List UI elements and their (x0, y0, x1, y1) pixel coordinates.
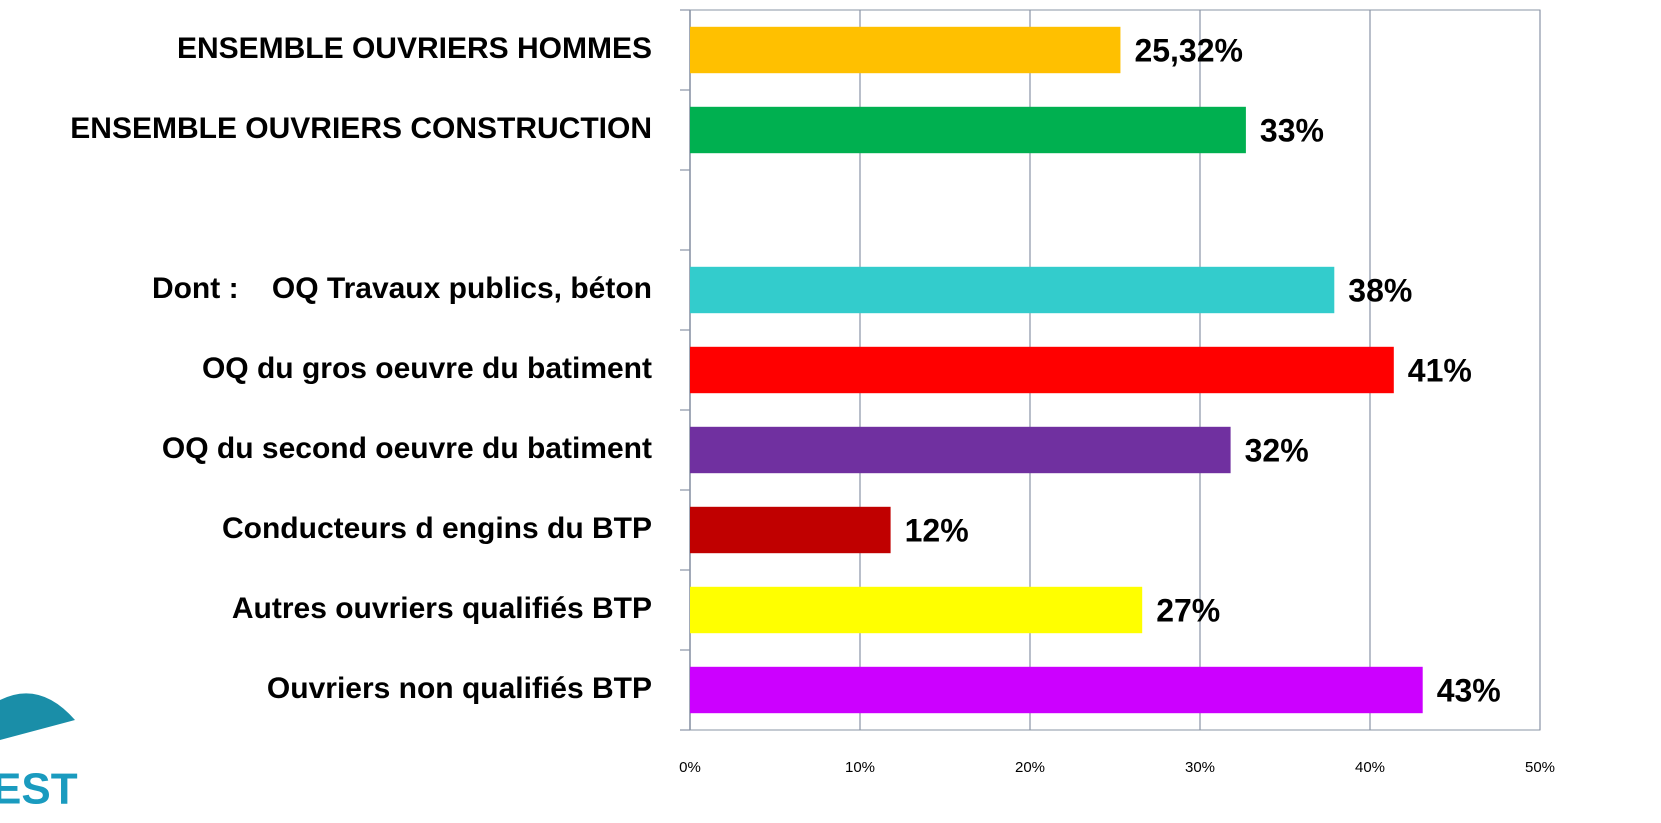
data-label: 32% (1245, 432, 1309, 468)
data-label: 41% (1408, 352, 1472, 388)
data-label: 12% (905, 512, 969, 548)
x-tick-label: 20% (1015, 759, 1045, 776)
y-tick-label: Conducteurs d engins du BTP (222, 512, 652, 545)
bar (690, 586, 1143, 634)
x-tick-label: 30% (1185, 759, 1215, 776)
data-label: 33% (1260, 112, 1324, 148)
x-tick-label: 10% (845, 759, 875, 776)
logo-text: EST (0, 765, 78, 814)
y-tick-label: ENSEMBLE OUVRIERS HOMMES (177, 32, 652, 65)
bar (690, 106, 1246, 154)
y-tick-label: Dont : OQ Travaux publics, béton (152, 272, 652, 305)
bar (690, 346, 1394, 394)
data-label: 43% (1437, 672, 1501, 708)
y-tick-label: Autres ouvriers qualifiés BTP (232, 592, 652, 625)
data-label: 25,32% (1134, 32, 1243, 68)
bar (690, 266, 1335, 314)
bar (690, 506, 891, 554)
data-label: 38% (1348, 272, 1412, 308)
x-tick-label: 50% (1525, 759, 1555, 776)
bar (690, 26, 1121, 74)
x-tick-label: 0% (679, 759, 701, 776)
y-tick-label: Ouvriers non qualifiés BTP (267, 672, 652, 705)
bar (690, 666, 1423, 714)
bar (690, 426, 1231, 474)
x-tick-label: 40% (1355, 759, 1385, 776)
logo-shape (0, 693, 75, 740)
y-tick-label: OQ du gros oeuvre du batiment (202, 352, 652, 385)
data-label: 27% (1156, 592, 1220, 628)
y-tick-label: ENSEMBLE OUVRIERS CONSTRUCTION (70, 112, 652, 145)
y-tick-label: OQ du second oeuvre du batiment (162, 432, 652, 465)
